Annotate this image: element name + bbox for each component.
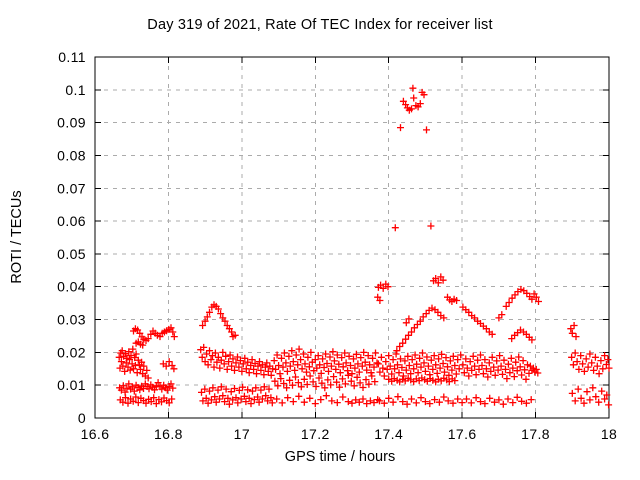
x-tick-label: 18 — [601, 426, 617, 442]
x-tick-label: 17.4 — [374, 426, 403, 442]
y-tick-label: 0.05 — [57, 246, 86, 262]
x-tick-label: 17 — [234, 426, 250, 442]
chart-title: Day 319 of 2021, Rate Of TEC Index for r… — [147, 17, 493, 33]
y-tick-label: 0.07 — [57, 180, 86, 196]
y-tick-label: 0.08 — [57, 147, 86, 163]
x-tick-label: 17.8 — [521, 426, 550, 442]
x-tick-label: 17.2 — [301, 426, 330, 442]
y-tick-label: 0.09 — [57, 115, 86, 131]
y-tick-label: 0.03 — [57, 312, 86, 328]
y-tick-label: 0 — [78, 410, 86, 426]
x-axis-label: GPS time / hours — [284, 449, 396, 465]
y-tick-label: 0.01 — [57, 377, 86, 393]
x-tick-label: 17.6 — [448, 426, 477, 442]
data-points — [115, 84, 613, 409]
plot-border — [94, 56, 610, 419]
y-tick-label: 0.02 — [57, 344, 86, 360]
y-tick-label: 0.06 — [57, 213, 86, 229]
y-tick-label: 0.11 — [58, 49, 86, 65]
y-tick-label: 0.04 — [57, 279, 86, 295]
tick-labels: 16.6 16.8 17 17.2 17.4 17.6 17.8 18 0 0.01 0.02 0.0… — [57, 49, 617, 442]
y-tick-label: 0.1 — [65, 82, 86, 98]
x-tick-label: 16.8 — [154, 426, 183, 442]
x-tick-label: 16.6 — [81, 426, 110, 442]
